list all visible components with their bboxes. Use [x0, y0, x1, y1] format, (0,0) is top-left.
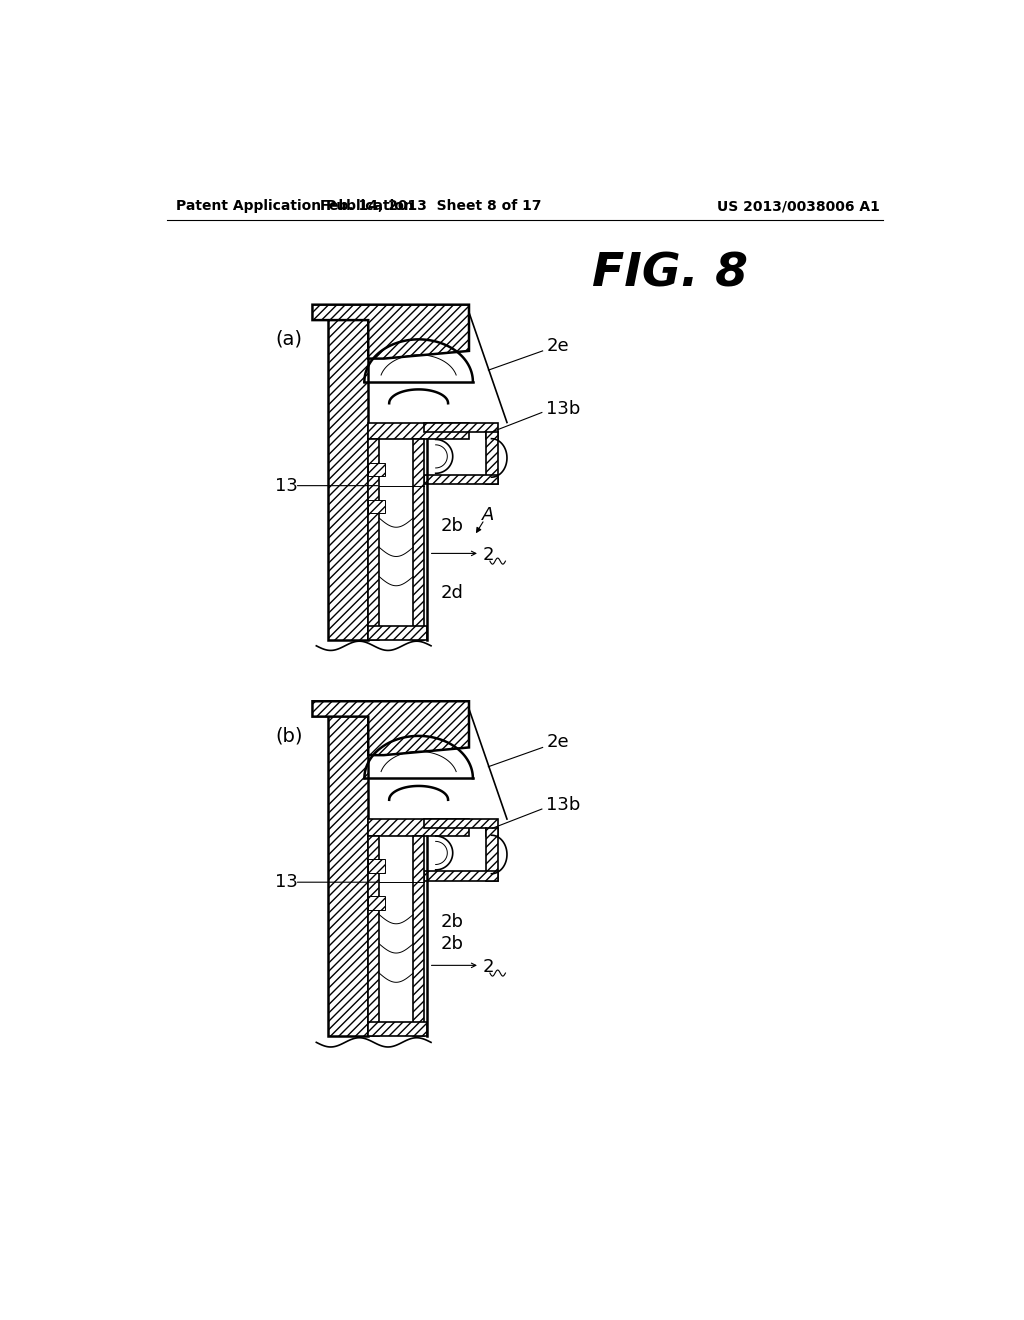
Text: A: A	[482, 506, 495, 524]
Polygon shape	[369, 626, 427, 640]
Text: 13: 13	[275, 477, 298, 495]
Text: 2b: 2b	[441, 935, 464, 953]
Text: 2d: 2d	[441, 585, 464, 602]
Polygon shape	[414, 440, 424, 640]
Text: 2b: 2b	[441, 516, 464, 535]
Polygon shape	[424, 422, 498, 440]
Polygon shape	[369, 462, 385, 477]
Text: 2: 2	[482, 546, 494, 564]
Polygon shape	[424, 475, 498, 484]
Polygon shape	[369, 1022, 427, 1036]
Text: US 2013/0038006 A1: US 2013/0038006 A1	[717, 199, 880, 213]
Polygon shape	[328, 713, 369, 1036]
Polygon shape	[424, 818, 498, 836]
Text: Patent Application Publication: Patent Application Publication	[176, 199, 414, 213]
Polygon shape	[312, 701, 469, 755]
Polygon shape	[486, 432, 498, 484]
Polygon shape	[312, 305, 469, 359]
Text: Feb. 14, 2013  Sheet 8 of 17: Feb. 14, 2013 Sheet 8 of 17	[319, 199, 541, 213]
Text: (a): (a)	[275, 330, 302, 348]
Text: (b): (b)	[275, 726, 303, 746]
Polygon shape	[369, 499, 385, 513]
Text: 2e: 2e	[547, 337, 569, 355]
Text: 13: 13	[275, 874, 298, 891]
Polygon shape	[369, 440, 379, 640]
Polygon shape	[486, 829, 498, 880]
Text: 13b: 13b	[547, 400, 581, 417]
Polygon shape	[328, 317, 369, 640]
Polygon shape	[369, 836, 379, 1036]
Text: 2b: 2b	[441, 913, 464, 931]
Polygon shape	[369, 422, 469, 440]
Polygon shape	[414, 836, 424, 1036]
Text: 2: 2	[482, 958, 494, 975]
Text: FIG. 8: FIG. 8	[593, 251, 749, 297]
Text: 2e: 2e	[547, 733, 569, 751]
Polygon shape	[369, 859, 385, 873]
Polygon shape	[369, 818, 469, 836]
Polygon shape	[369, 896, 385, 909]
Text: 13b: 13b	[547, 796, 581, 814]
Polygon shape	[424, 871, 498, 880]
